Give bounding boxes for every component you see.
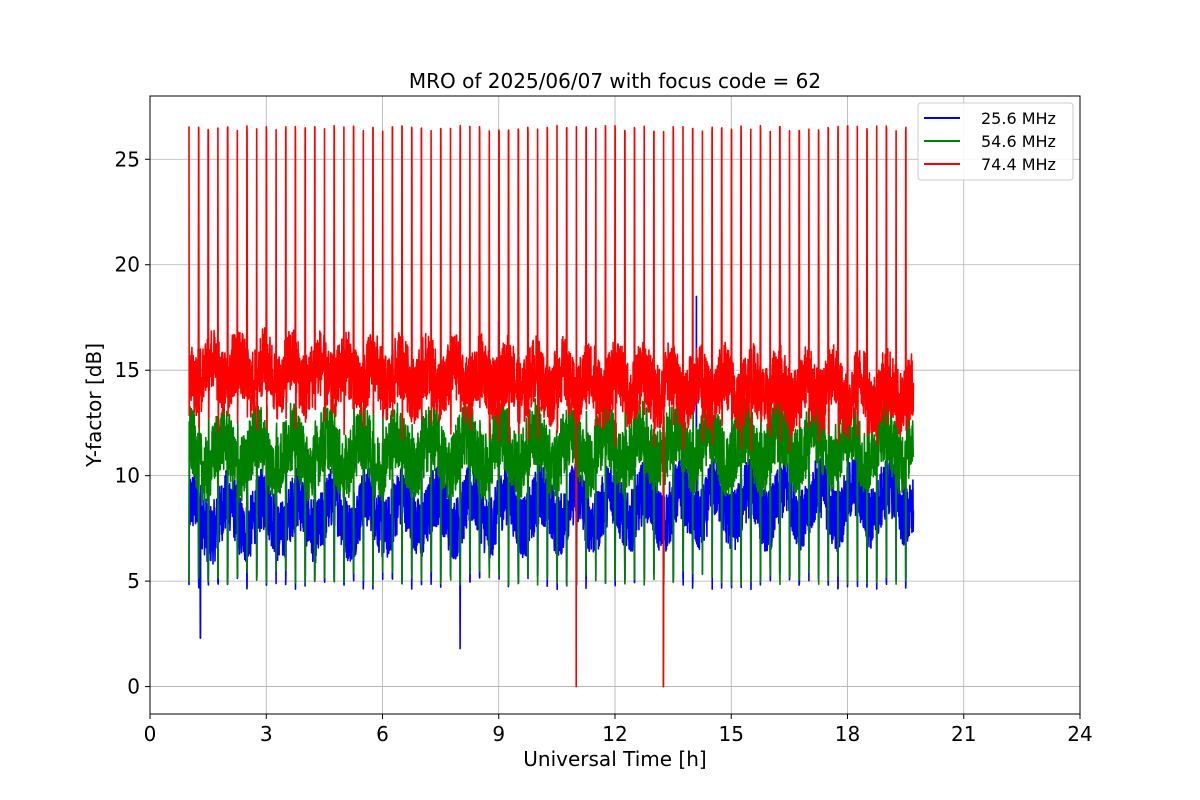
x-tick-label: 12: [602, 722, 627, 746]
y-axis-label: Y-factor [dB]: [82, 343, 106, 468]
x-tick-label: 6: [376, 722, 389, 746]
series-layer: [188, 124, 915, 688]
legend-box: [917, 102, 1074, 181]
x-axis-label: Universal Time [h]: [523, 747, 706, 771]
ticks: 0 3 6 9 12 15 18 21 24 0 5 10 15 20 25: [115, 147, 1093, 746]
x-tick-label: 15: [719, 722, 744, 746]
x-tick-label: 9: [492, 722, 505, 746]
x-tick-label: 24: [1067, 722, 1092, 746]
y-tick-label: 0: [127, 675, 140, 699]
y-tick-label: 10: [115, 464, 140, 488]
legend: 25.6 MHz 54.6 MHz 74.4 MHz: [917, 102, 1074, 181]
chart-title: MRO of 2025/06/07 with focus code = 62: [409, 69, 821, 93]
x-tick-label: 3: [260, 722, 273, 746]
y-tick-label: 25: [115, 147, 140, 171]
legend-label-25-6: 25.6 MHz: [981, 109, 1056, 128]
legend-label-54-6: 54.6 MHz: [981, 132, 1056, 151]
series-line-74-4-mhz: [188, 124, 915, 688]
x-tick-label: 0: [144, 722, 157, 746]
y-tick-label: 20: [115, 253, 140, 277]
x-tick-label: 21: [951, 722, 976, 746]
y-tick-label: 15: [115, 358, 140, 382]
series-line-25-6-mhz: [188, 295, 915, 650]
y-tick-label: 5: [127, 569, 140, 593]
x-tick-label: 18: [835, 722, 860, 746]
series-line-54-6-mhz: [188, 394, 915, 688]
legend-label-74-4: 74.4 MHz: [981, 155, 1056, 174]
